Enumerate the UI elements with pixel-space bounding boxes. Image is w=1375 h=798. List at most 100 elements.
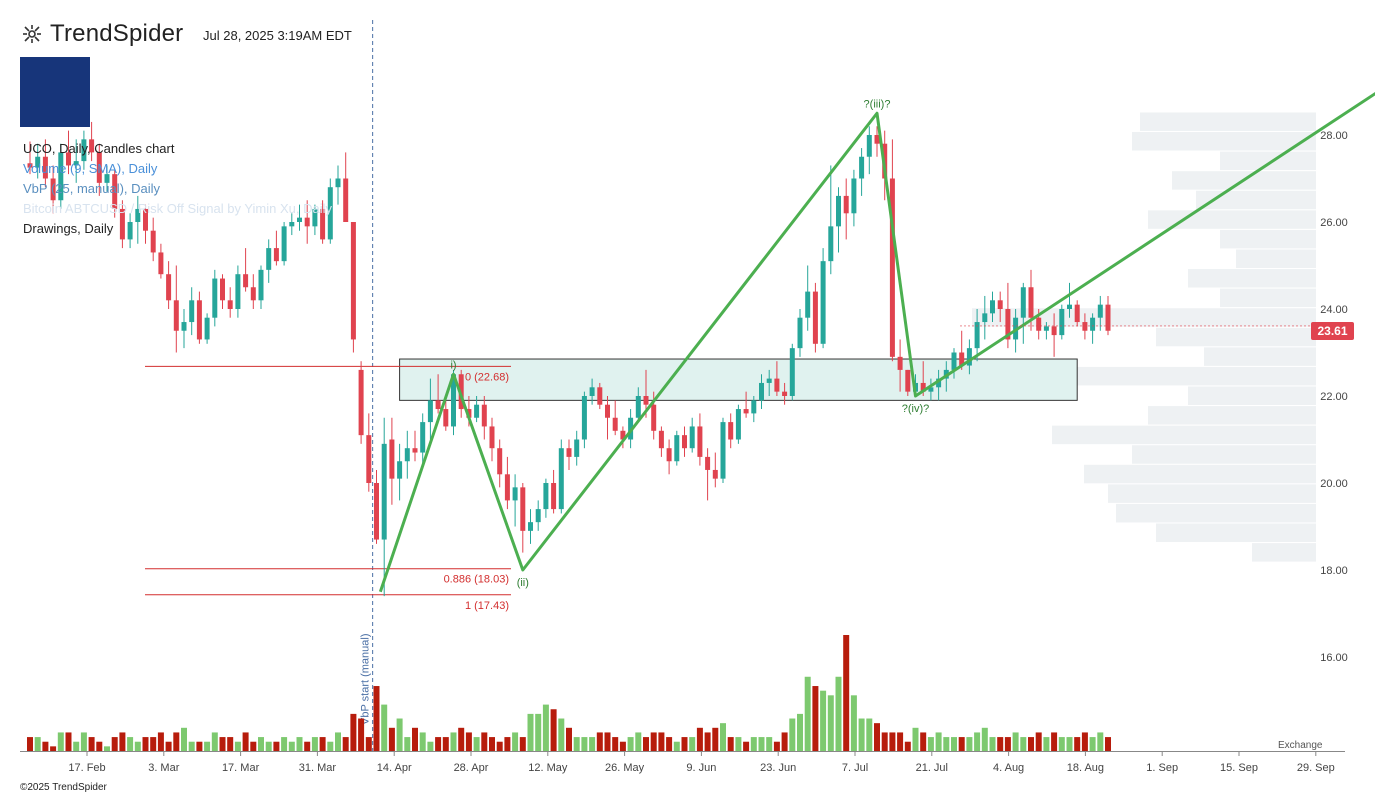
candle-body (982, 313, 988, 323)
candle-body (81, 139, 87, 162)
candle-body (350, 222, 356, 340)
x-tick-label: 12. May (528, 762, 568, 774)
volume-bar (1058, 737, 1065, 751)
x-tick-label: 3. Mar (148, 762, 180, 774)
candle-body (50, 178, 56, 201)
candle-body (697, 426, 703, 457)
y-tick-label: 28.00 (1320, 130, 1348, 142)
volume-bar (273, 741, 280, 751)
candle-body (181, 322, 187, 331)
candle-body (990, 300, 995, 314)
x-tick-label: 15. Sep (1220, 762, 1258, 774)
y-tick-label: 26.00 (1320, 217, 1348, 229)
volume-bar (188, 741, 195, 751)
volume-bar (1105, 737, 1111, 751)
candle-body (620, 430, 626, 440)
volume-bar (643, 737, 649, 751)
volume-bar (88, 737, 95, 751)
legend-item[interactable]: Volume (9, SMA), Daily (23, 161, 158, 176)
candle-body (96, 152, 102, 183)
candle-body (404, 448, 410, 462)
volume-bar (958, 737, 965, 751)
candle-body (812, 291, 818, 344)
volume-bar (242, 732, 249, 751)
candle-body (397, 461, 403, 479)
candle-body (1020, 287, 1026, 318)
fib-label: 0.886 (18.03) (444, 574, 509, 586)
volume-bar (850, 695, 857, 751)
volume-bar (419, 732, 426, 751)
volume-bar (581, 737, 588, 751)
legend-item[interactable]: VbP (25, manual), Daily (23, 181, 161, 196)
volume-bar (265, 741, 272, 751)
candle-body (497, 448, 503, 475)
candle-body (250, 287, 256, 301)
candle-body (281, 226, 287, 262)
candle-body (712, 469, 718, 479)
volume-bar (327, 741, 334, 751)
candle-body (35, 156, 41, 168)
candle-body (42, 156, 48, 179)
volume-bar (96, 741, 103, 751)
candle-body (443, 409, 449, 427)
candle-body (143, 208, 148, 231)
volume-bar (827, 695, 834, 751)
candle-body (920, 382, 926, 392)
volume-bar (1020, 737, 1027, 751)
candle-body (1074, 304, 1080, 323)
candle-body (735, 409, 741, 440)
candle-body (89, 139, 95, 153)
candle-body (158, 252, 164, 275)
candle-body (389, 439, 395, 479)
current-price-badge: 23.61 (1311, 322, 1354, 340)
volume-bar (843, 635, 850, 751)
volume-bar (1035, 732, 1042, 751)
volume-bar (542, 704, 549, 751)
volume-bar (442, 737, 449, 751)
volume-bar (1097, 732, 1104, 751)
volume-bar (42, 741, 49, 751)
volume-bar (650, 732, 657, 751)
candle-body (127, 222, 133, 240)
candle-body (1043, 326, 1049, 331)
x-tick-label: 14. Apr (377, 762, 412, 774)
volume-bar (181, 727, 187, 751)
volume-bar (512, 732, 519, 751)
candle-body (520, 487, 526, 531)
candle-body (705, 456, 711, 470)
legend-item[interactable]: Bitcoin ABTCUSD / Risk Off Signal by Yim… (23, 201, 332, 216)
volume-bar (889, 732, 896, 751)
volume-bar (281, 737, 288, 751)
volume-bar (250, 741, 257, 751)
candle-body (327, 187, 333, 240)
volume-bar (797, 713, 803, 751)
candle-body (150, 230, 156, 253)
candle-body (889, 178, 895, 357)
legend-item[interactable]: Drawings, Daily (23, 221, 114, 236)
candle-body (720, 422, 726, 479)
candle-body (682, 435, 687, 449)
volume-bar (450, 732, 457, 751)
volume-bar (311, 737, 318, 751)
candle-body (104, 174, 110, 183)
volume-bar (874, 723, 880, 751)
vbp-bar (1188, 386, 1316, 405)
volume-bar (627, 737, 634, 751)
candle-body (851, 178, 857, 214)
candle-body (843, 195, 849, 214)
x-tick-label: 1. Sep (1146, 762, 1178, 774)
candle-body (235, 274, 241, 309)
candle-body (1051, 326, 1057, 336)
volume-bar (157, 732, 164, 751)
candle-body (189, 300, 195, 323)
volume-bar (550, 709, 557, 751)
volume-bar (766, 737, 773, 751)
candle-body (597, 387, 603, 405)
legend-item[interactable]: UCO, Daily, Candles chart (23, 141, 175, 156)
volume-bar (119, 732, 126, 751)
candle-body (220, 278, 225, 301)
volume-bar (150, 737, 157, 751)
candle-body (651, 404, 657, 431)
candle-body (381, 443, 387, 540)
